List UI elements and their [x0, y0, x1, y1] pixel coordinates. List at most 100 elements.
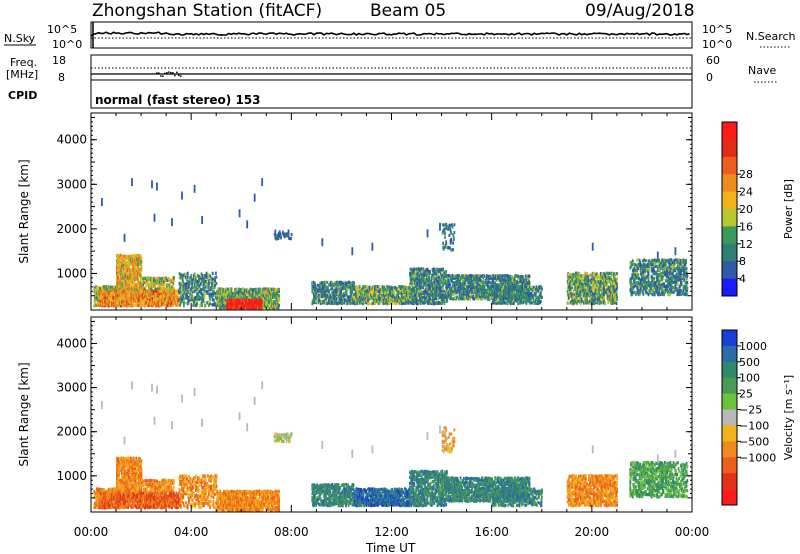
- data-cell: [482, 292, 485, 296]
- data-cell: [122, 299, 125, 303]
- data-cell: [148, 303, 150, 307]
- data-cell: [379, 299, 381, 303]
- data-cell: [265, 301, 268, 305]
- data-cell: [114, 285, 117, 289]
- data-cell: [132, 254, 135, 258]
- data-cell: [479, 296, 481, 300]
- data-cell: [124, 295, 126, 299]
- data-cell: [498, 301, 501, 305]
- data-cell: [286, 232, 289, 236]
- data-cell: [140, 263, 143, 267]
- data-cell: [424, 287, 427, 291]
- data-cell: [424, 281, 427, 285]
- data-cell: [343, 283, 346, 287]
- data-cell: [153, 276, 155, 280]
- data-cell: [109, 298, 111, 302]
- data-cell: [499, 299, 502, 303]
- nave-tick-top: 60: [706, 54, 720, 67]
- data-cell: [313, 293, 315, 297]
- data-cell: [186, 274, 189, 278]
- data-cell: [407, 295, 410, 300]
- data-cell: [259, 287, 262, 291]
- freq-dot: [176, 71, 178, 74]
- data-cell: [243, 288, 246, 292]
- data-cell: [199, 303, 202, 307]
- data-cell: [350, 293, 352, 297]
- data-cell: [288, 236, 290, 240]
- data-cell: [251, 293, 254, 297]
- data-cell: [193, 289, 196, 293]
- data-cell: [156, 276, 159, 280]
- data-cell: [333, 297, 336, 301]
- data-cell: [232, 296, 235, 300]
- data-cell: [501, 301, 504, 305]
- data-cell: [500, 297, 503, 301]
- data-cell: [504, 280, 506, 284]
- nsky-line: [90, 31, 690, 37]
- data-cell: [189, 295, 192, 299]
- data-cell: [397, 293, 399, 297]
- data-cell: [331, 291, 334, 295]
- data-cell: [174, 289, 177, 293]
- data-cell: [191, 282, 193, 286]
- data-cell: [203, 282, 205, 286]
- data-cell: [258, 296, 261, 300]
- data-cell: [499, 276, 501, 280]
- data-cell: [183, 301, 185, 305]
- data-cell: [180, 280, 183, 284]
- data-cell: [412, 269, 415, 273]
- data-cell: [374, 285, 377, 289]
- data-cell: [146, 282, 148, 286]
- data-cell: [119, 298, 122, 302]
- data-cell: [124, 280, 127, 284]
- data-cell: [470, 274, 473, 278]
- data-cell: [136, 288, 138, 292]
- data-cell: [356, 286, 359, 290]
- data-cell: [102, 290, 105, 294]
- data-cell: [491, 295, 494, 300]
- data-cell: [255, 287, 257, 292]
- data-cell: [193, 282, 196, 286]
- data-cell: [499, 285, 502, 289]
- data-cell: [435, 291, 438, 295]
- data-cell: [485, 276, 488, 280]
- data-cell: [518, 290, 521, 294]
- data-cell: [144, 297, 146, 302]
- data-cell: [203, 275, 206, 279]
- data-cell: [477, 287, 480, 291]
- data-cell: [472, 297, 475, 301]
- data-cell: [211, 292, 213, 296]
- data-cell: [412, 289, 414, 293]
- data-cell: [451, 284, 454, 288]
- data-cell: [432, 285, 435, 289]
- data-cell: [200, 274, 203, 278]
- data-cell: [266, 296, 269, 300]
- data-cell: [279, 232, 282, 236]
- data-cell: [441, 268, 443, 272]
- data-cell: [444, 272, 447, 276]
- data-cell: [452, 289, 454, 293]
- data-cell: [184, 272, 187, 276]
- data-cell: [464, 287, 467, 291]
- data-cell: [464, 295, 466, 299]
- data-cell: [476, 287, 478, 291]
- data-cell: [463, 280, 466, 284]
- data-cell: [462, 291, 465, 295]
- data-cell: [191, 294, 193, 298]
- data-cell: [275, 294, 277, 298]
- data-cell: [457, 297, 460, 301]
- data-cell: [200, 301, 203, 305]
- data-cell: [199, 296, 202, 300]
- data-cell: [435, 277, 438, 281]
- data-cell: [434, 294, 436, 298]
- data-cell: [141, 281, 144, 285]
- data-cell: [427, 297, 429, 301]
- data-cell: [383, 285, 386, 289]
- data-cell: [353, 302, 356, 306]
- data-cell: [452, 297, 454, 301]
- data-cell: [340, 301, 342, 305]
- data-cell: [186, 281, 188, 285]
- data-cell: [312, 280, 315, 284]
- data-cell: [136, 254, 138, 258]
